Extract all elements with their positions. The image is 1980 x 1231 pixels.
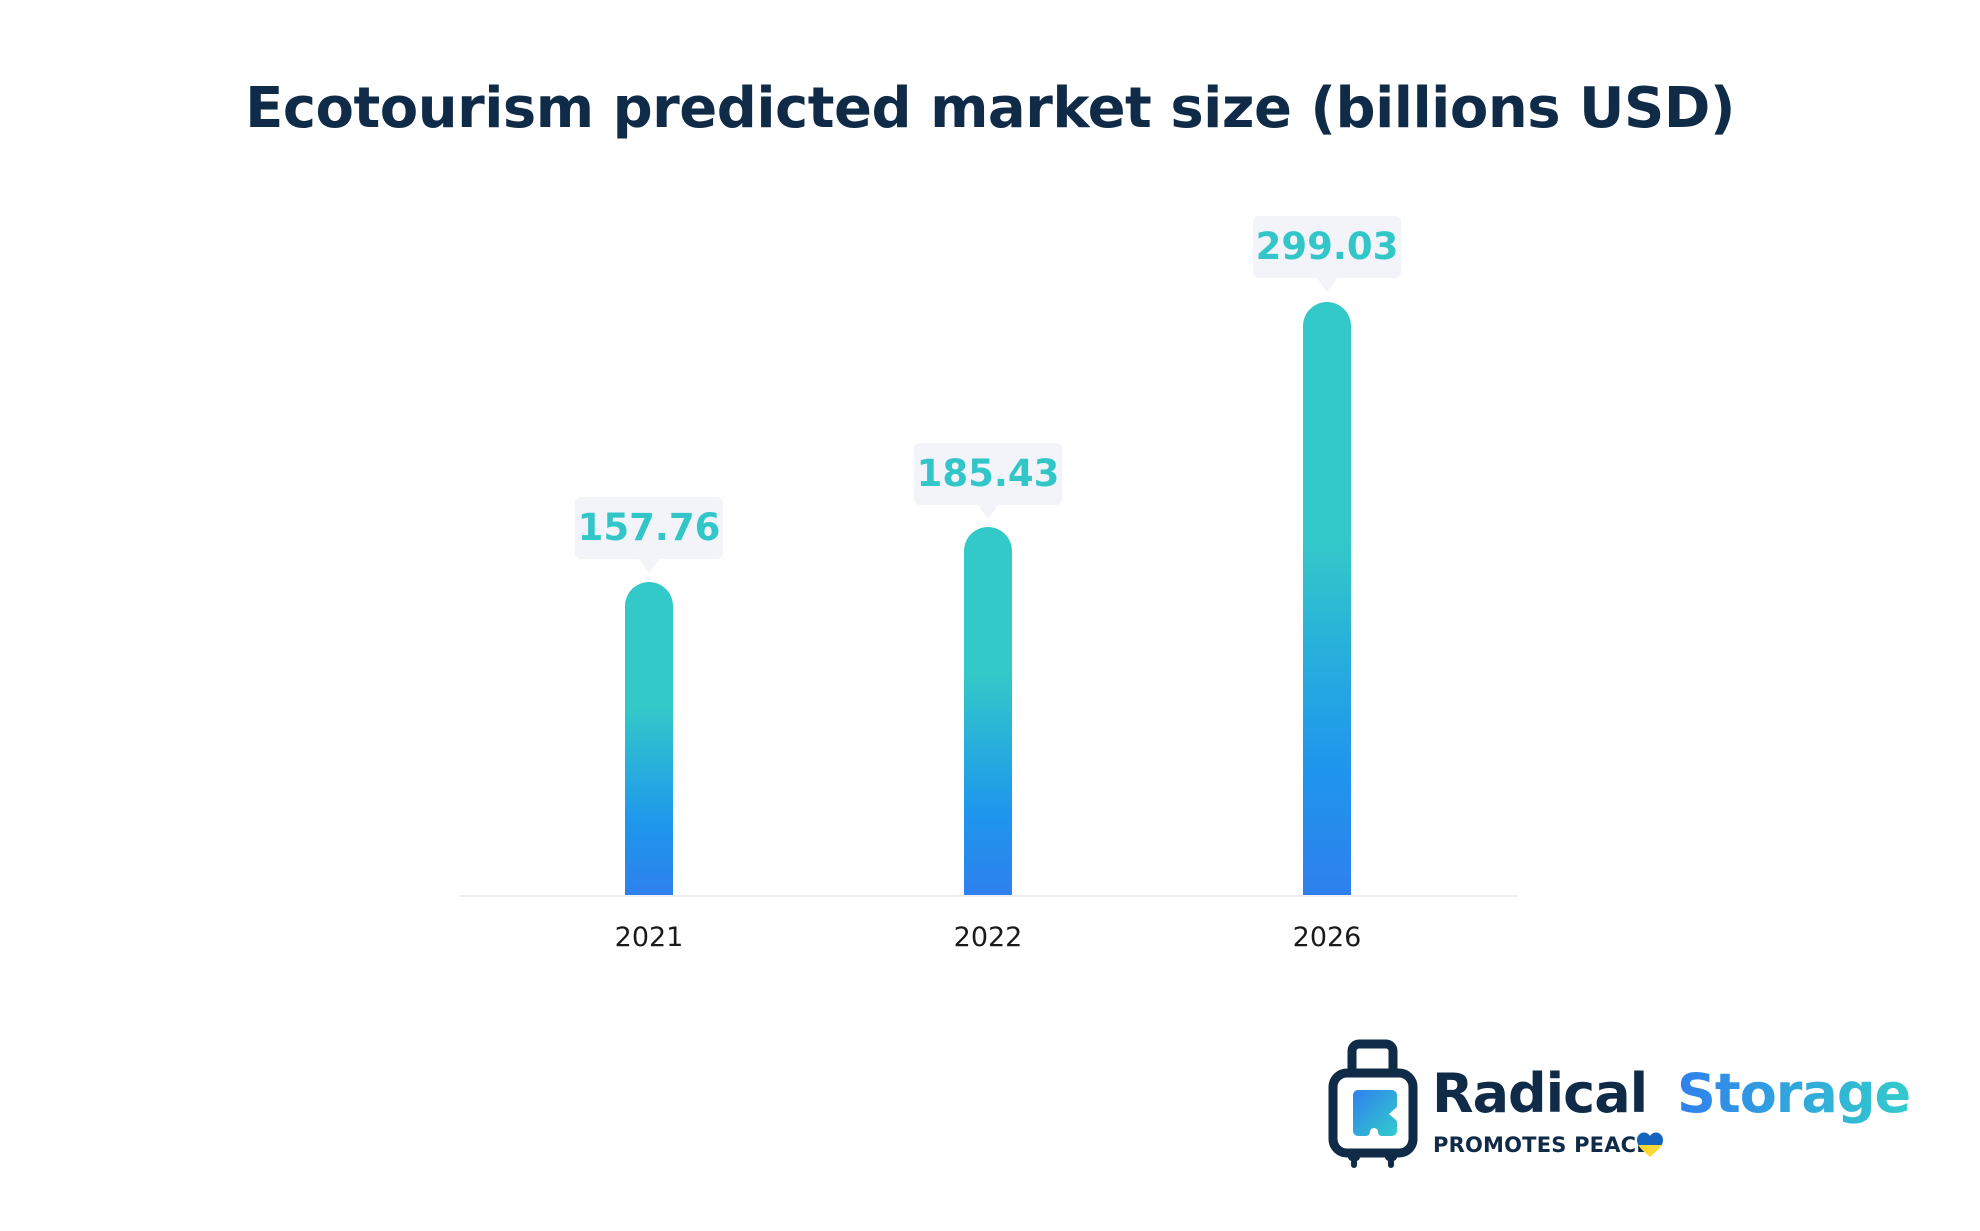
bar-2021[interactable] <box>625 582 673 896</box>
chart-title: Ecotourism predicted market size (billio… <box>245 76 1735 141</box>
value-label-2021: 157.76 <box>575 497 723 573</box>
brand-name-main: Radical <box>1432 1062 1648 1125</box>
x-axis-line <box>460 895 1518 897</box>
chart-plot-area: 157.76 2021 185.43 2022 299.03 2026 <box>460 216 1518 953</box>
brand-tagline: PROMOTES PEACE <box>1433 1133 1651 1157</box>
suitcase-icon <box>1328 1039 1418 1168</box>
bar-2022[interactable] <box>964 527 1012 896</box>
value-label-2022: 185.43 <box>914 443 1062 519</box>
brand-name-accent: Storage <box>1677 1062 1911 1125</box>
value-label-2026: 299.03 <box>1253 216 1401 292</box>
x-tick-2022: 2022 <box>953 922 1023 953</box>
bar-2026[interactable] <box>1303 302 1351 896</box>
x-tick-2021: 2021 <box>614 922 684 953</box>
heart-icon <box>1637 1132 1663 1157</box>
brand-logo: Radical Storage PROMOTES PEACE <box>1326 1038 1926 1168</box>
x-tick-2026: 2026 <box>1292 922 1362 953</box>
